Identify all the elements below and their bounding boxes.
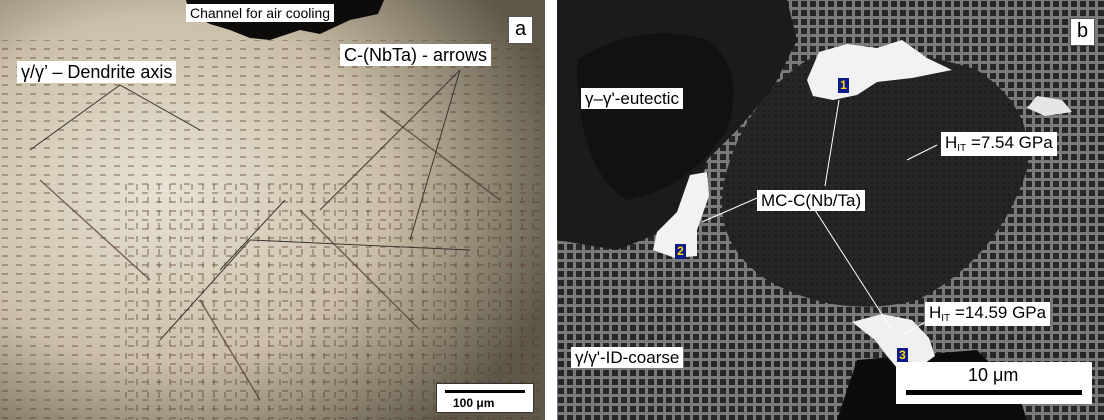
- carbide-arrows-label: C-(NbTa) - arrows: [340, 44, 491, 66]
- scale-bar-b-line: [906, 390, 1082, 395]
- dendrite-axis-label: γ/γ’ – Dendrite axis: [17, 61, 176, 83]
- measurement-point-2: 2: [675, 244, 686, 259]
- hardness-label-2: HIT =14.59 GPa: [925, 302, 1050, 326]
- panel-a-letter: a: [508, 16, 533, 44]
- hardness-1-value: =7.54 GPa: [966, 133, 1052, 152]
- measurement-point-3: 3: [897, 348, 908, 363]
- micrograph-panel-a: Channel for air cooling a γ/γ’ – Dendrit…: [0, 0, 545, 420]
- cooling-channel-label: Channel for air cooling: [186, 4, 334, 22]
- hardness-label-1: HIT =7.54 GPa: [941, 132, 1057, 156]
- scale-bar-a-line: [445, 390, 525, 393]
- scale-bar-b-label: 10 μm: [968, 366, 1018, 384]
- scale-bar-a: 100 μm: [436, 383, 534, 413]
- hardness-1-symbol: H: [945, 133, 957, 152]
- hardness-2-subscript: IT: [941, 313, 950, 324]
- eutectic-label: γ–γ'-eutectic: [581, 88, 683, 109]
- panel-b-letter: b: [1070, 18, 1095, 46]
- hardness-2-symbol: H: [929, 303, 941, 322]
- hardness-2-value: =14.59 GPa: [950, 303, 1046, 322]
- scale-bar-b: 10 μm: [896, 362, 1092, 404]
- carbide-label: MC-C(Nb/Ta): [757, 190, 865, 211]
- coarse-label: γ/γ'-ID-coarse: [571, 347, 683, 368]
- measurement-point-1: 1: [838, 78, 849, 93]
- scale-bar-a-label: 100 μm: [453, 397, 494, 409]
- hardness-1-subscript: IT: [957, 143, 966, 154]
- micrograph-panel-b: b γ–γ'-eutectic HIT =7.54 GPa MC-C(Nb/Ta…: [557, 0, 1104, 420]
